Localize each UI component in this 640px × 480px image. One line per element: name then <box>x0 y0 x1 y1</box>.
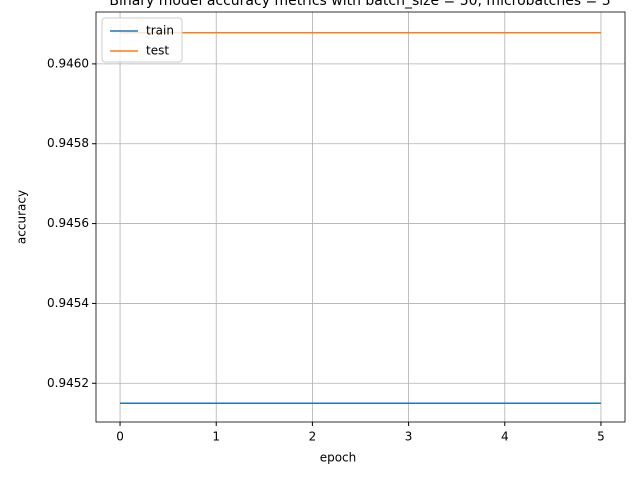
x-tick-label: 2 <box>309 430 317 444</box>
x-axis-label: epoch <box>320 451 357 465</box>
y-tick-label: 0.9460 <box>47 56 89 70</box>
y-tick-label: 0.9454 <box>47 296 89 310</box>
legend: train test <box>101 17 183 63</box>
chart-title: Binary model accuracy metrics with batch… <box>109 0 610 9</box>
legend-label: test <box>146 44 169 58</box>
x-tick-label: 3 <box>405 430 413 444</box>
y-tick-label: 0.9452 <box>47 376 89 390</box>
x-tick-label: 5 <box>597 430 605 444</box>
x-tick-label: 4 <box>501 430 509 444</box>
legend-label: train <box>146 24 174 38</box>
y-tick-label: 0.9458 <box>47 136 89 150</box>
axes-frame <box>95 11 626 423</box>
y-axis-label: accuracy <box>15 190 29 244</box>
x-tick-label: 1 <box>212 430 220 444</box>
x-tick-label: 0 <box>116 430 124 444</box>
y-tick-label: 0.9456 <box>47 216 89 230</box>
